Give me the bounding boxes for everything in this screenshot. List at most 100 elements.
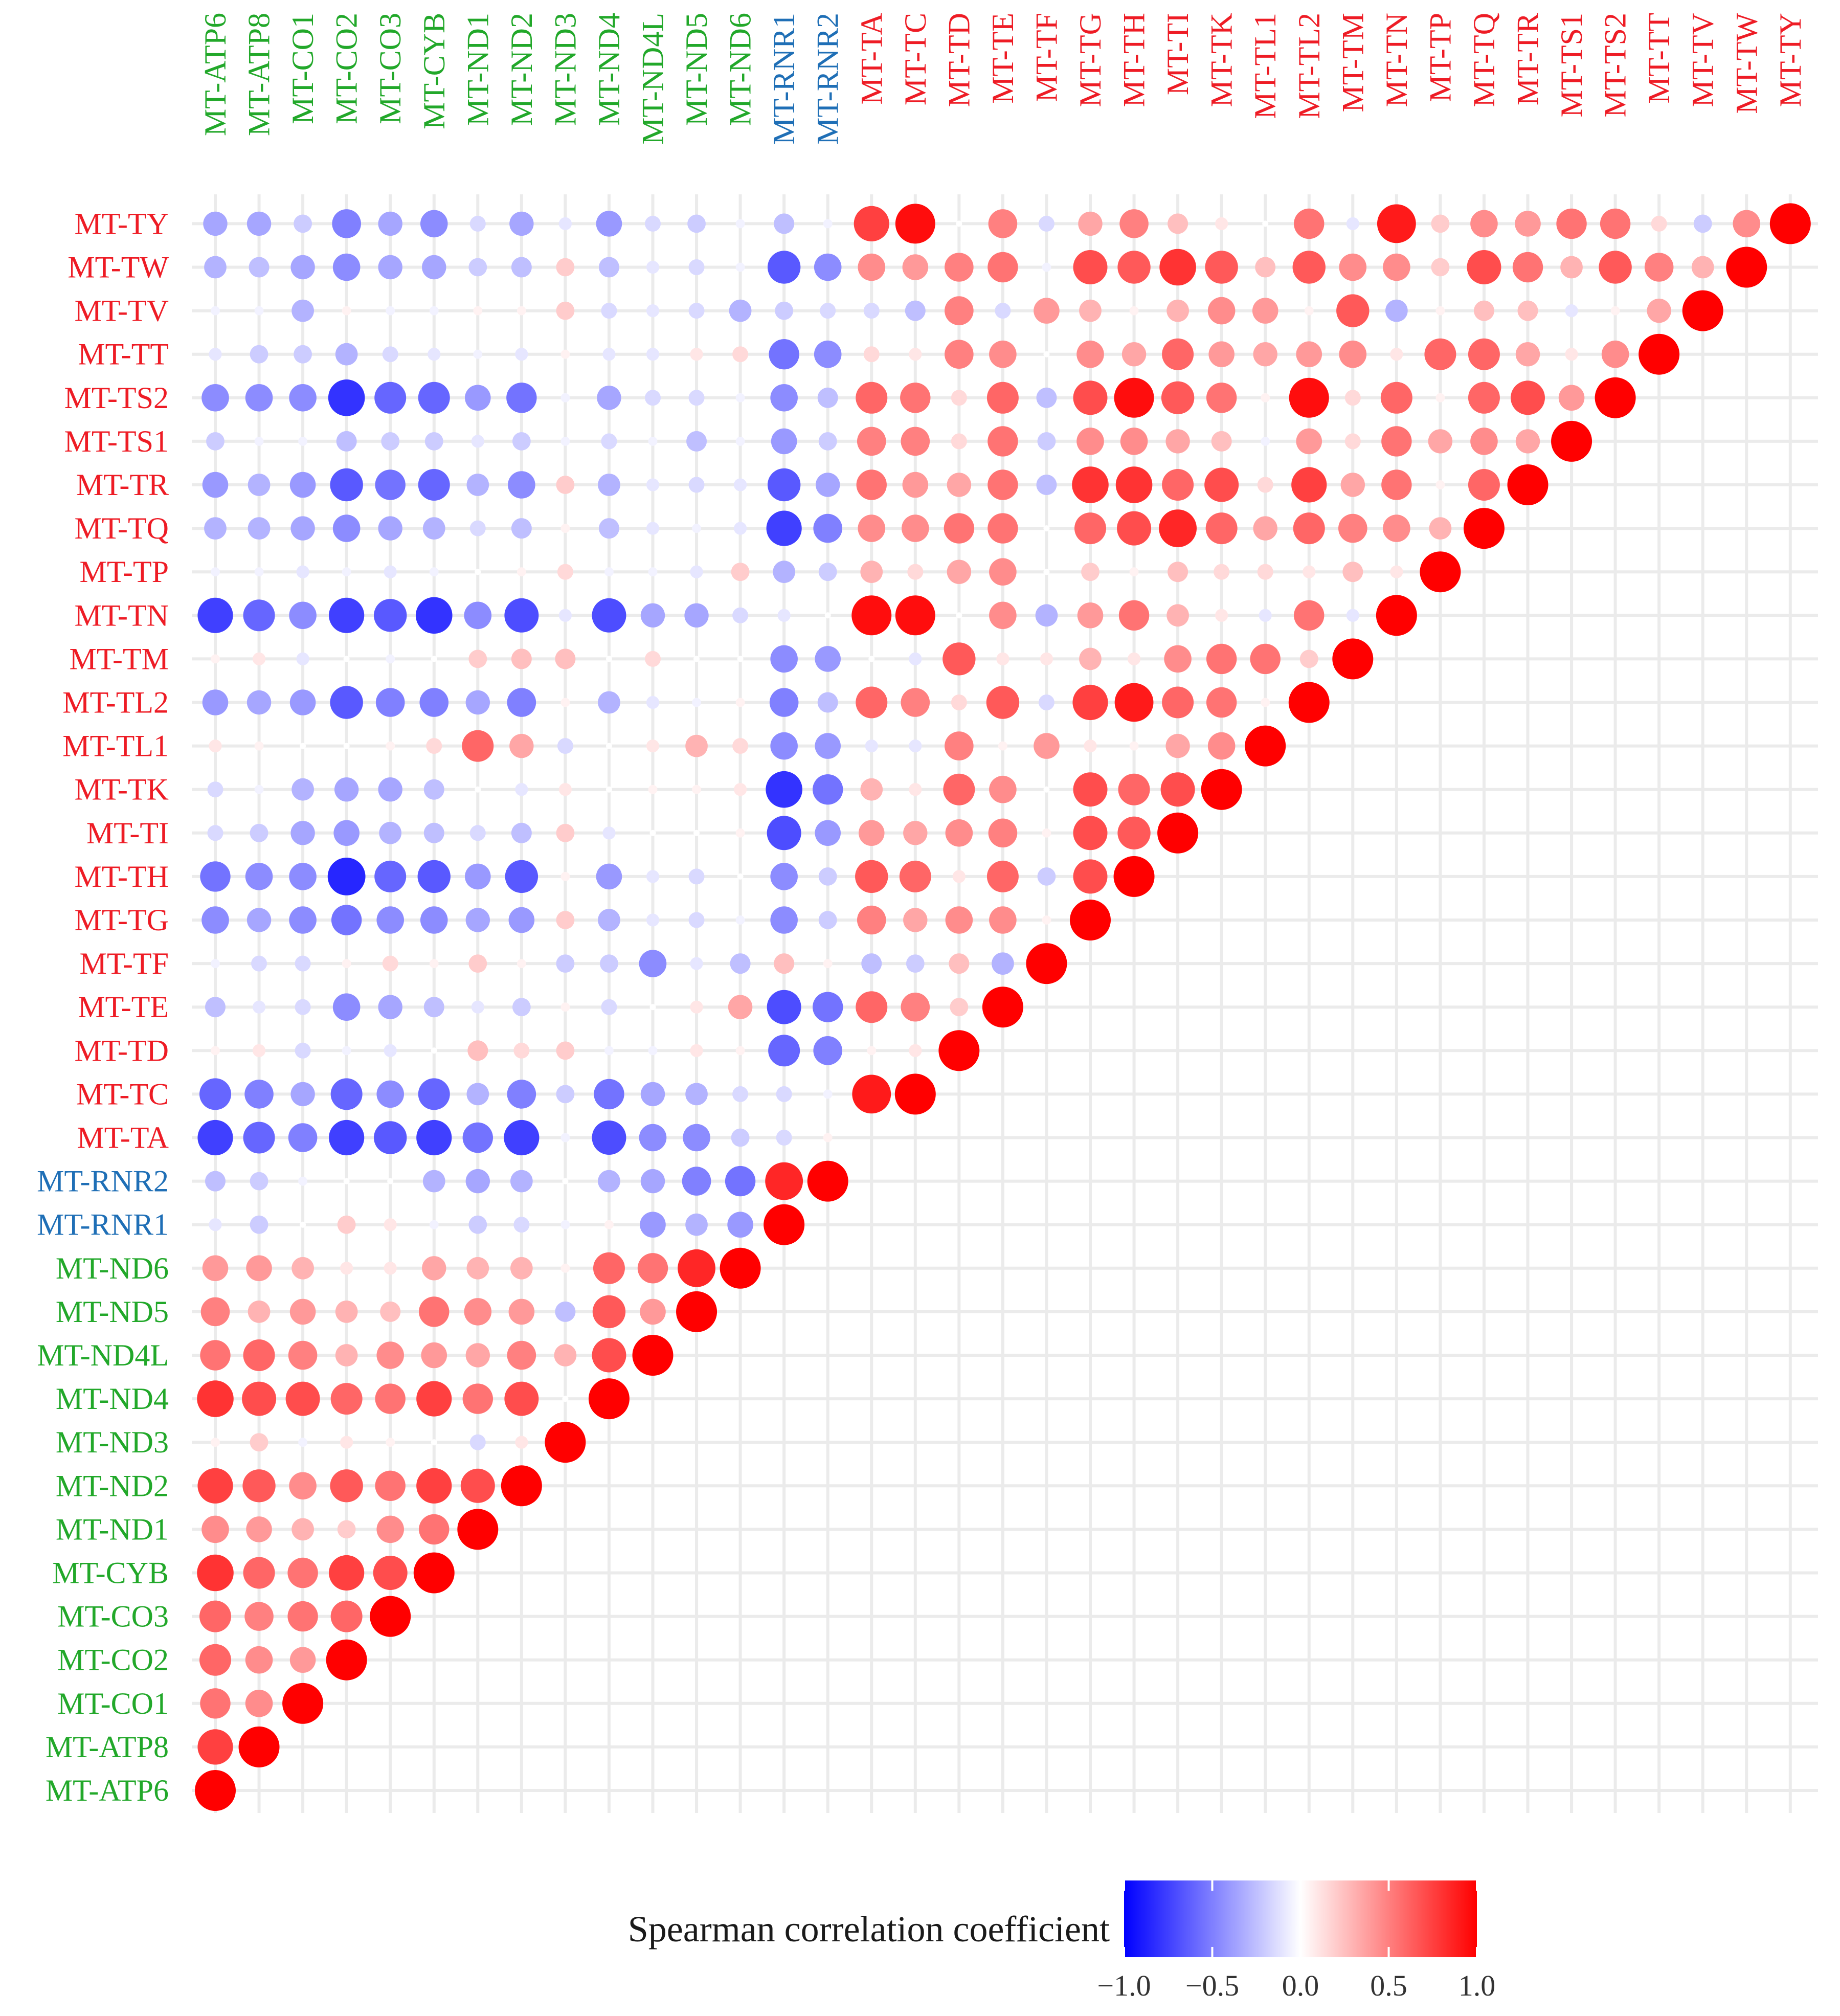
corr-mt-nd3-mt-nd3 [545,1422,586,1463]
corr-mt-nd4-mt-co3 [375,1383,406,1414]
corr-mt-tn-mt-ta [851,595,892,636]
corr-mt-nd3-mt-nd1 [469,1434,486,1450]
corr-mt-tt-mt-ti [1162,338,1194,370]
corr-mt-tt-mt-tt [1639,333,1680,375]
row-label-mt-atp8: MT-ATP8 [46,1730,169,1764]
corr-mt-tl2-mt-nd4l [646,696,660,709]
corr-mt-tt-mt-cyb [428,348,441,361]
row-label-mt-nd4: MT-ND4 [56,1382,169,1416]
corr-mt-tp-mt-nd4 [604,567,614,577]
corr-mt-tv-mt-nd4 [601,303,617,319]
corr-mt-ti-mt-co2 [333,820,360,846]
corr-mt-ts2-mt-cyb [418,382,450,414]
corr-mt-tr-mt-ti [1162,469,1194,501]
corr-mt-nd5-mt-nd4 [592,1295,626,1329]
corr-mt-tt-mt-tl2 [1296,341,1322,367]
corr-mt-tw-mt-tl1 [1255,257,1276,278]
row-label-mt-tl2: MT-TL2 [62,686,169,720]
row-label-mt-ta: MT-TA [77,1121,169,1155]
corr-mt-th-mt-co1 [289,863,317,890]
corr-mt-tp-mt-tk [1214,564,1230,580]
corr-mt-te-mt-atp8 [252,1000,266,1014]
corr-mt-tl1-mt-ti [1165,733,1190,758]
corr-mt-tv-mt-co3 [386,306,395,316]
corr-mt-tv-mt-tk [1207,297,1236,325]
corr-mt-tm-mt-tm [1332,638,1374,680]
corr-mt-ti-mt-te [988,818,1018,848]
corr-mt-tw-mt-nd2 [511,257,532,278]
row-label-mt-tp: MT-TP [80,555,169,589]
corr-mt-tm-mt-co3 [386,654,395,664]
corr-mt-nd5-mt-atp8 [248,1301,271,1323]
col-label-mt-ta: MT-TA [855,13,888,105]
legend-tick-label: 0.0 [1282,1969,1319,2002]
corr-mt-tf-mt-nd6 [730,953,751,974]
corr-mt-tp-mt-nd4l [648,567,658,577]
corr-mt-tw-mt-tn [1383,253,1410,281]
row-label-mt-td: MT-TD [75,1034,169,1067]
corr-mt-ty-mt-tm [1346,217,1359,230]
corr-mt-ti-mt-ti [1157,812,1199,854]
corr-mt-tt-mt-ta [863,346,880,363]
corr-mt-tr-mt-nd6 [734,478,747,491]
corr-mt-th-mt-co3 [374,860,407,892]
corr-mt-nd3-mt-atp8 [250,1433,268,1452]
corr-mt-ta-mt-nd4l [639,1124,667,1152]
corr-mt-nd2-mt-co3 [375,1470,406,1501]
corr-mt-tw-mt-td [945,253,974,282]
corr-mt-tv-mt-ta [863,303,880,319]
corr-mt-tw-mt-ts2 [1599,251,1632,284]
corr-mt-rnr1-mt-co3 [384,1218,397,1231]
row-label-mt-co1: MT-CO1 [57,1687,169,1720]
corr-mt-ts1-mt-tl1 [1261,437,1270,446]
corr-mt-tv-mt-te [995,303,1011,319]
corr-mt-ts2-mt-co2 [328,379,365,416]
corr-mt-tq-mt-tg [1074,512,1106,545]
corr-mt-tq-mt-te [988,513,1018,544]
corr-mt-tn-mt-tf [1035,604,1058,627]
corr-mt-ti-mt-cyb [423,822,444,843]
col-label-mt-co2: MT-CO2 [330,13,364,124]
col-label-mt-tt: MT-TT [1642,13,1676,104]
row-label-mt-tq: MT-TQ [75,511,169,545]
corr-mt-tn-mt-atp8 [243,599,275,632]
col-label-mt-tw: MT-TW [1730,13,1763,114]
corr-mt-tw-mt-tr [1512,252,1543,283]
corr-mt-tw-mt-tv [1691,256,1714,279]
corr-mt-th-mt-rnr1 [770,863,798,890]
row-label-mt-tg: MT-TG [75,903,169,937]
corr-mt-tl1-mt-co3 [386,741,395,751]
col-label-mt-nd4: MT-ND4 [592,13,626,126]
corr-mt-tl1-mt-te [998,741,1007,751]
corr-mt-tm-mt-rnr1 [770,645,798,673]
corr-mt-tn-mt-tk [1215,609,1228,622]
corr-mt-tt-mt-co1 [294,345,312,364]
corr-mt-nd6-mt-nd6 [720,1247,761,1289]
corr-mt-rnr2-mt-co1 [298,1176,307,1186]
corr-mt-ta-mt-atp6 [197,1119,233,1156]
corr-mt-tm-mt-tl1 [1250,643,1281,675]
corr-mt-tc-mt-rnr2 [823,1089,833,1099]
corr-mt-th-mt-nd4 [596,863,622,890]
row-label-mt-nd3: MT-ND3 [56,1425,169,1459]
corr-mt-tt-mt-ts1 [1565,348,1578,361]
corr-mt-ts2-mt-ta [856,382,888,414]
corr-mt-td-mt-co1 [295,1042,311,1059]
corr-mt-tw-mt-rnr2 [814,253,842,281]
corr-mt-tt-mt-tp [1424,338,1456,370]
corr-mt-tl2-mt-tl2 [1288,682,1330,723]
corr-mt-tl1-mt-atp8 [254,741,264,751]
corr-mt-ts2-mt-tp [1435,393,1445,402]
corr-mt-te-mt-co2 [332,993,361,1021]
corr-mt-tt-mt-te [989,340,1017,368]
corr-mt-tq-mt-co1 [290,516,315,541]
corr-mt-ta-mt-rnr2 [823,1133,833,1143]
corr-mt-tr-mt-tl2 [1291,467,1327,503]
corr-mt-co2-mt-co1 [289,1647,316,1673]
corr-mt-tt-mt-nd2 [515,348,528,361]
corr-mt-nd6-mt-co3 [384,1262,397,1275]
corr-mt-ts2-mt-nd5 [688,390,705,406]
corr-mt-nd4l-mt-co1 [288,1340,318,1370]
corr-mt-ty-mt-co1 [294,214,312,233]
corr-mt-ti-mt-nd2 [511,822,532,843]
